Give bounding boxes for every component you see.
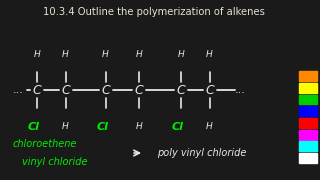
Text: H: H bbox=[62, 122, 69, 131]
Text: H: H bbox=[136, 50, 143, 59]
Text: poly vinyl chloride: poly vinyl chloride bbox=[157, 148, 246, 158]
Text: C: C bbox=[32, 84, 41, 96]
Text: vinyl chloride: vinyl chloride bbox=[22, 157, 88, 167]
Bar bbox=[299, 141, 317, 151]
Text: H: H bbox=[62, 50, 69, 59]
Text: H: H bbox=[33, 50, 40, 59]
Text: ...: ... bbox=[235, 85, 246, 95]
Text: ...: ... bbox=[13, 85, 24, 95]
Text: C: C bbox=[205, 84, 214, 96]
Text: C: C bbox=[101, 84, 110, 96]
Text: H: H bbox=[136, 122, 143, 131]
Text: H: H bbox=[102, 50, 109, 59]
Text: H: H bbox=[206, 50, 213, 59]
Text: C: C bbox=[61, 84, 70, 96]
Text: C: C bbox=[176, 84, 185, 96]
Text: 10.3.4 Outline the polymerization of alkenes: 10.3.4 Outline the polymerization of alk… bbox=[43, 7, 265, 17]
Text: Cl: Cl bbox=[28, 122, 40, 132]
Text: H: H bbox=[206, 122, 213, 131]
Bar bbox=[299, 94, 317, 104]
Text: Cl: Cl bbox=[172, 122, 184, 132]
Bar bbox=[299, 83, 317, 93]
Bar bbox=[299, 106, 317, 116]
Text: chloroethene: chloroethene bbox=[13, 139, 77, 149]
Bar bbox=[299, 71, 317, 81]
Text: Cl: Cl bbox=[96, 122, 108, 132]
Text: H: H bbox=[177, 50, 184, 59]
Text: C: C bbox=[135, 84, 144, 96]
Bar bbox=[299, 153, 317, 163]
Bar bbox=[299, 130, 317, 140]
Bar bbox=[299, 118, 317, 128]
